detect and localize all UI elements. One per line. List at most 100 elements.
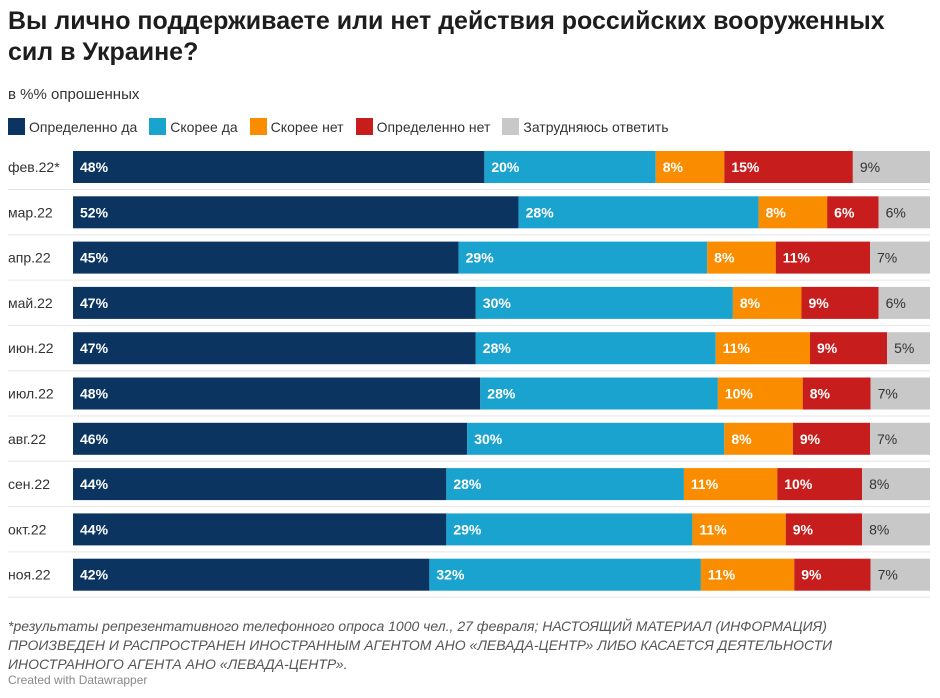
bar-segment bbox=[715, 332, 811, 365]
legend-item: Определенно нет bbox=[355, 118, 490, 135]
bar-segment bbox=[73, 196, 519, 229]
bar-segment bbox=[717, 377, 803, 410]
bar-segment bbox=[827, 196, 879, 229]
data-label: 20% bbox=[491, 159, 520, 175]
bar-segment bbox=[692, 513, 786, 546]
data-label: 28% bbox=[483, 340, 512, 356]
data-label: 6% bbox=[886, 295, 906, 311]
category-label: ноя.22 bbox=[8, 567, 51, 583]
category-label: окт.22 bbox=[8, 521, 47, 537]
legend-swatch bbox=[355, 118, 373, 135]
category-label: сен.22 bbox=[8, 476, 50, 492]
data-label: 30% bbox=[474, 431, 503, 447]
data-label: 9% bbox=[800, 431, 821, 447]
data-label: 9% bbox=[808, 295, 829, 311]
data-label: 8% bbox=[740, 295, 761, 311]
legend-item: Определенно да bbox=[8, 118, 137, 135]
data-label: 5% bbox=[894, 340, 914, 356]
legend-label: Скорее да bbox=[170, 118, 238, 135]
data-label: 10% bbox=[725, 386, 754, 402]
data-label: 9% bbox=[801, 567, 822, 583]
bar-segment bbox=[475, 286, 733, 319]
bar-segment bbox=[458, 241, 708, 274]
category-label: июл.22 bbox=[8, 386, 54, 402]
data-label: 32% bbox=[436, 567, 465, 583]
data-label: 48% bbox=[80, 159, 109, 175]
data-label: 7% bbox=[878, 386, 898, 402]
bar-segment bbox=[484, 151, 656, 183]
bar-segment bbox=[518, 196, 759, 229]
bar-segment bbox=[732, 286, 802, 319]
data-label: 11% bbox=[699, 521, 727, 537]
bar-segment bbox=[810, 332, 888, 365]
bar-segment bbox=[467, 422, 725, 455]
data-label: 8% bbox=[663, 159, 684, 175]
legend-item: Скорее да bbox=[149, 118, 238, 135]
bar-segment bbox=[792, 422, 871, 455]
bar-segment bbox=[73, 286, 476, 319]
data-label: 8% bbox=[869, 476, 889, 492]
bar-segment bbox=[794, 558, 871, 591]
bar-segment bbox=[73, 422, 468, 455]
data-label: 9% bbox=[817, 340, 838, 356]
data-label: 30% bbox=[483, 295, 512, 311]
data-label: 7% bbox=[877, 431, 897, 447]
data-label: 11% bbox=[723, 340, 751, 356]
legend-item: Скорее нет bbox=[249, 118, 344, 135]
bar-segment bbox=[683, 468, 778, 501]
legend: Определенно да Скорее да Скорее нет Определ… bbox=[8, 118, 668, 135]
bar-segment bbox=[73, 241, 459, 274]
bar-segment bbox=[870, 558, 930, 591]
legend-swatch bbox=[502, 118, 520, 135]
data-label: 44% bbox=[80, 476, 109, 492]
data-label: 7% bbox=[877, 250, 897, 266]
data-label: 29% bbox=[466, 250, 495, 266]
data-label: 47% bbox=[80, 295, 109, 311]
chart-subtitle: в %% опрошенных bbox=[8, 86, 140, 103]
data-label: 8% bbox=[810, 386, 831, 402]
bar-segment bbox=[775, 241, 871, 274]
bar-segment bbox=[878, 286, 930, 319]
bar-segment bbox=[73, 332, 476, 365]
category-label: мар.22 bbox=[8, 204, 53, 220]
category-label: май.22 bbox=[8, 295, 53, 311]
data-label: 8% bbox=[731, 431, 752, 447]
data-label: 28% bbox=[526, 204, 555, 220]
bar-segment bbox=[887, 332, 930, 365]
data-label: 15% bbox=[731, 159, 760, 175]
bar-segment bbox=[73, 377, 481, 410]
bar-segment bbox=[758, 196, 828, 229]
bar-segment bbox=[852, 151, 930, 183]
bar-segment bbox=[878, 196, 930, 229]
bar-segment bbox=[475, 332, 716, 365]
bar-segment bbox=[446, 513, 693, 546]
category-label: фев.22* bbox=[8, 159, 60, 175]
data-label: 11% bbox=[783, 250, 811, 266]
footnote: *результаты репрезентативного телефонног… bbox=[8, 618, 833, 672]
data-label: 11% bbox=[708, 567, 736, 583]
bar-segment bbox=[724, 422, 793, 455]
bar-segment bbox=[700, 558, 795, 591]
data-label: 10% bbox=[784, 476, 813, 492]
legend-label: Затрудняюсь ответить bbox=[523, 118, 669, 135]
data-label: 8% bbox=[766, 204, 787, 220]
data-label: 28% bbox=[487, 386, 516, 402]
legend-swatch bbox=[149, 118, 167, 135]
data-label: 28% bbox=[453, 476, 482, 492]
data-label: 47% bbox=[80, 340, 109, 356]
bar-segment bbox=[73, 513, 447, 546]
legend-label: Определенно да bbox=[29, 118, 138, 135]
data-label: 46% bbox=[80, 431, 109, 447]
bar-segment bbox=[655, 151, 725, 183]
data-label: 44% bbox=[80, 521, 109, 537]
bar-segment bbox=[801, 286, 879, 319]
bar-segment bbox=[73, 558, 430, 591]
data-label: 45% bbox=[80, 250, 109, 266]
data-label: 11% bbox=[691, 476, 719, 492]
legend-swatch bbox=[249, 118, 267, 135]
bar-segment bbox=[777, 468, 863, 501]
data-label: 7% bbox=[878, 567, 898, 583]
data-label: 52% bbox=[80, 204, 109, 220]
